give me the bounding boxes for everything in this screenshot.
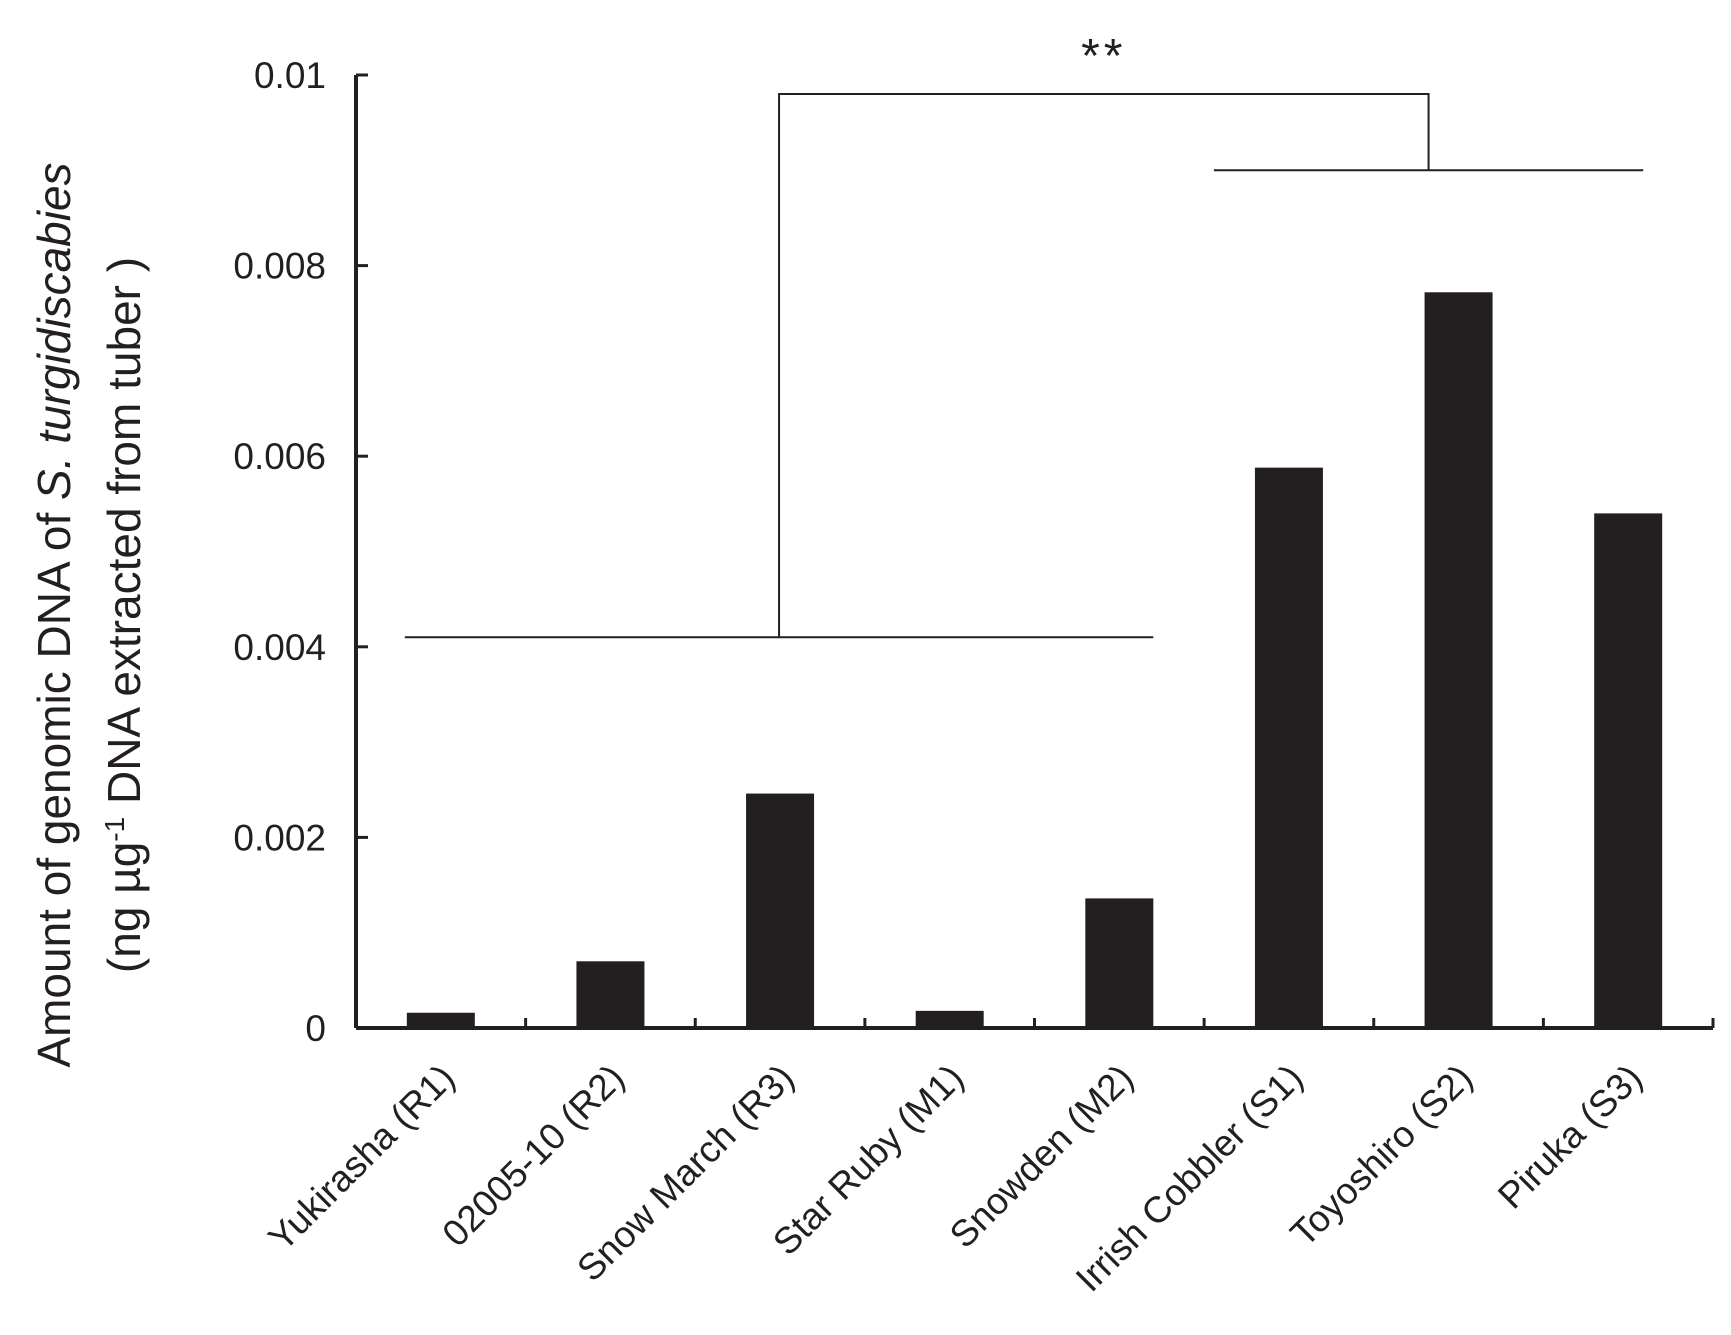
y-tick-label-2: 0.004: [233, 627, 326, 668]
significance-label: **: [1081, 30, 1126, 83]
y-tick-label-1: 0.002: [233, 817, 326, 858]
x-tick-label-1: 02005-10 (R2): [434, 1057, 632, 1255]
bar-7: [1594, 513, 1663, 1028]
significance-bracket: **: [404, 30, 1644, 639]
y-axis-label-line2-prefix: (ng µg: [98, 842, 150, 973]
y-tick-label-5: 0.01: [254, 55, 326, 96]
y-ticks: 0 0.002 0.004 0.006 0.008 0.01: [233, 55, 368, 1049]
y-axis-label-superscript: -1: [99, 817, 130, 842]
y-tick-label-0: 0: [305, 1008, 326, 1049]
bar-0: [406, 1012, 475, 1028]
y-axis-label-line2: (ng µg-1 DNA extracted from tuber ): [98, 257, 150, 973]
bar-5: [1254, 467, 1323, 1028]
bar-6: [1424, 292, 1493, 1028]
y-axis-label-line2-suffix: DNA extracted from tuber ): [98, 257, 150, 817]
bar-1: [576, 961, 645, 1028]
y-axis-label: Amount of genomic DNA of S. turgidiscabi…: [28, 162, 150, 1067]
bar-4: [1085, 898, 1154, 1028]
x-tick-label-6: Toyoshiro (S2): [1283, 1057, 1481, 1255]
x-tick-label-0: Yukirasha (R1): [260, 1057, 462, 1259]
y-axis-label-species: S. turgidiscabies: [28, 162, 80, 500]
bracket-connector: [778, 93, 1430, 638]
y-axis-label-line1: Amount of genomic DNA of S. turgidiscabi…: [28, 162, 80, 1067]
y-tick-label-4: 0.008: [233, 246, 326, 287]
bar-3: [915, 1010, 984, 1028]
x-ticks: Yukirasha (R1)02005-10 (R2)Snow March (R…: [260, 1018, 1715, 1299]
bar-2: [746, 793, 815, 1028]
x-tick-label-7: Piruka (S3): [1490, 1057, 1650, 1217]
y-tick-label-3: 0.006: [233, 436, 326, 477]
y-axis-label-line1-text: Amount of genomic DNA of: [28, 500, 80, 1068]
bars: [406, 292, 1663, 1028]
axes: [354, 75, 1713, 1030]
